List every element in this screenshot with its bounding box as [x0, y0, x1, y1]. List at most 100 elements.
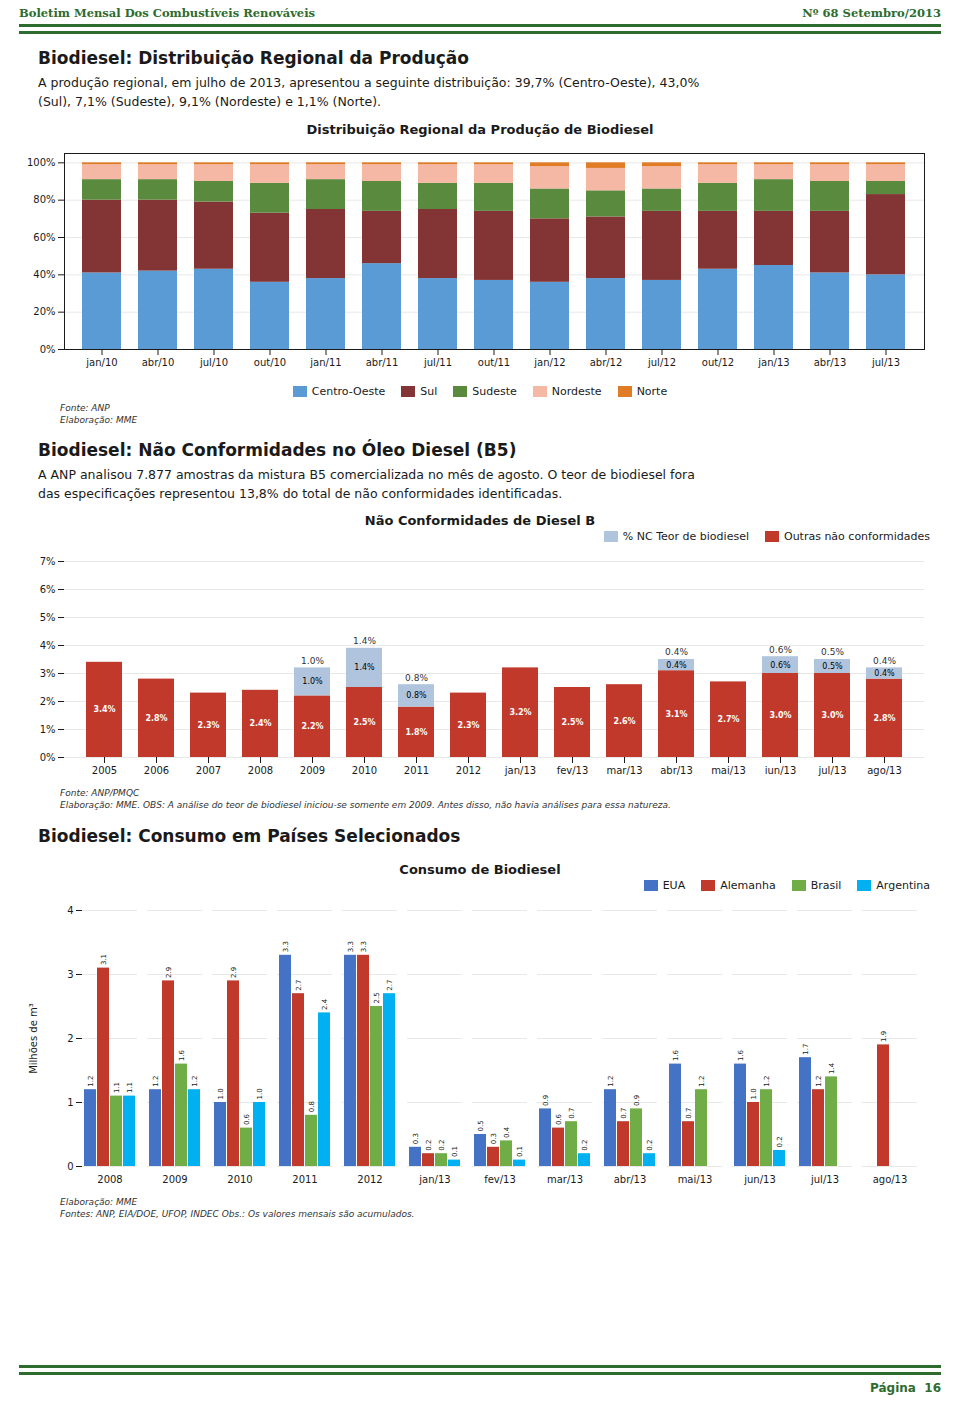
svg-text:1.8%: 1.8% [405, 728, 427, 737]
svg-text:0.1: 0.1 [516, 1146, 524, 1157]
svg-text:6%: 6% [40, 584, 56, 595]
svg-text:0.5%: 0.5% [822, 662, 843, 671]
svg-text:jul/10: jul/10 [199, 356, 228, 367]
svg-text:2010: 2010 [227, 1173, 252, 1184]
svg-text:3.3: 3.3 [282, 941, 290, 952]
svg-text:1.0: 1.0 [217, 1088, 225, 1099]
svg-text:0: 0 [67, 1160, 73, 1171]
svg-text:1.2: 1.2 [698, 1075, 706, 1086]
svg-text:mar/13: mar/13 [547, 1173, 583, 1184]
svg-text:3.3: 3.3 [347, 941, 355, 952]
svg-text:3.0%: 3.0% [821, 711, 843, 720]
svg-text:0.4%: 0.4% [873, 656, 896, 666]
svg-text:Milhões de m³: Milhões de m³ [28, 1003, 39, 1074]
svg-text:2%: 2% [40, 696, 56, 707]
svg-text:iun/13: iun/13 [765, 765, 797, 776]
svg-text:ago/13: ago/13 [873, 1173, 908, 1184]
svg-text:40%: 40% [33, 269, 55, 280]
svg-text:0%: 0% [40, 343, 56, 354]
svg-text:2010: 2010 [352, 765, 377, 776]
svg-text:out/12: out/12 [702, 356, 734, 367]
svg-text:fev/13: fev/13 [557, 765, 589, 776]
svg-text:2.9: 2.9 [165, 966, 173, 977]
svg-text:2.5%: 2.5% [353, 718, 375, 727]
svg-text:2011: 2011 [404, 765, 429, 776]
svg-text:0.4%: 0.4% [666, 661, 687, 670]
svg-text:0.7: 0.7 [568, 1107, 576, 1118]
svg-text:1.0%: 1.0% [301, 656, 324, 666]
svg-text:0.4: 0.4 [503, 1126, 511, 1138]
svg-text:3: 3 [67, 968, 73, 979]
svg-text:0.2: 0.2 [438, 1139, 446, 1150]
svg-text:0.7: 0.7 [620, 1107, 628, 1118]
svg-text:1.4%: 1.4% [354, 664, 375, 673]
svg-text:1%: 1% [40, 724, 56, 735]
svg-text:0.2: 0.2 [646, 1139, 654, 1150]
svg-text:abr/13: abr/13 [660, 765, 693, 776]
svg-text:1.2: 1.2 [815, 1075, 823, 1086]
svg-text:0.3: 0.3 [412, 1133, 420, 1144]
svg-text:0.4%: 0.4% [665, 648, 688, 658]
svg-text:out/11: out/11 [478, 356, 510, 367]
svg-text:4%: 4% [40, 640, 56, 651]
svg-text:2005: 2005 [92, 765, 117, 776]
svg-text:1.0%: 1.0% [302, 678, 323, 687]
svg-text:0.2: 0.2 [425, 1139, 433, 1150]
svg-text:2008: 2008 [248, 765, 273, 776]
svg-text:ago/13: ago/13 [867, 765, 902, 776]
svg-text:2012: 2012 [456, 765, 481, 776]
svg-text:mar/13: mar/13 [606, 765, 642, 776]
svg-text:0.6%: 0.6% [770, 661, 791, 670]
svg-text:0.6: 0.6 [555, 1113, 563, 1125]
svg-text:7%: 7% [40, 556, 56, 567]
svg-text:0.8%: 0.8% [405, 673, 428, 683]
svg-text:0.5: 0.5 [477, 1120, 485, 1131]
svg-text:1.4%: 1.4% [353, 636, 376, 646]
svg-text:jan/13: jan/13 [757, 356, 789, 367]
svg-text:0.1: 0.1 [451, 1146, 459, 1157]
svg-text:2006: 2006 [144, 765, 169, 776]
svg-text:fev/13: fev/13 [484, 1173, 516, 1184]
svg-text:0.4%: 0.4% [874, 669, 895, 678]
svg-text:2012: 2012 [357, 1173, 382, 1184]
svg-text:1.2: 1.2 [87, 1075, 95, 1086]
svg-text:jul/11: jul/11 [423, 356, 452, 367]
svg-text:1.7: 1.7 [802, 1043, 810, 1054]
svg-text:2.8%: 2.8% [145, 714, 167, 723]
svg-text:1.6: 1.6 [737, 1049, 745, 1061]
svg-text:jul/13: jul/13 [810, 1173, 839, 1184]
svg-text:1.1: 1.1 [126, 1082, 134, 1093]
svg-text:0.3: 0.3 [490, 1133, 498, 1144]
svg-text:3.4%: 3.4% [93, 706, 115, 715]
svg-text:3.2%: 3.2% [509, 709, 531, 718]
svg-text:3.3: 3.3 [360, 941, 368, 952]
svg-text:abr/13: abr/13 [814, 356, 847, 367]
svg-text:2009: 2009 [300, 765, 325, 776]
svg-text:jun/13: jun/13 [743, 1173, 776, 1184]
svg-text:1.6: 1.6 [178, 1049, 186, 1061]
svg-text:5%: 5% [40, 612, 56, 623]
svg-text:3.1%: 3.1% [665, 710, 687, 719]
svg-text:2.6%: 2.6% [613, 717, 635, 726]
svg-text:0.8: 0.8 [308, 1101, 316, 1112]
svg-text:2009: 2009 [162, 1173, 187, 1184]
svg-text:2.3%: 2.3% [457, 721, 479, 730]
svg-text:2.2%: 2.2% [301, 723, 323, 732]
svg-text:jul/12: jul/12 [647, 356, 676, 367]
svg-text:2.3%: 2.3% [197, 721, 219, 730]
svg-text:out/10: out/10 [254, 356, 286, 367]
svg-text:3.0%: 3.0% [769, 711, 791, 720]
svg-text:1.0: 1.0 [750, 1088, 758, 1099]
svg-text:0.5%: 0.5% [821, 648, 844, 658]
svg-text:1.2: 1.2 [763, 1075, 771, 1086]
svg-text:0.8%: 0.8% [406, 692, 427, 701]
svg-text:1.4: 1.4 [828, 1062, 836, 1074]
svg-text:jan/11: jan/11 [309, 356, 341, 367]
svg-text:20%: 20% [33, 306, 55, 317]
svg-text:abr/12: abr/12 [590, 356, 623, 367]
svg-text:0.7: 0.7 [685, 1107, 693, 1118]
svg-text:mai/13: mai/13 [678, 1173, 713, 1184]
svg-text:1.9: 1.9 [880, 1030, 888, 1041]
svg-text:mai/13: mai/13 [711, 765, 746, 776]
svg-text:jan/10: jan/10 [85, 356, 117, 367]
